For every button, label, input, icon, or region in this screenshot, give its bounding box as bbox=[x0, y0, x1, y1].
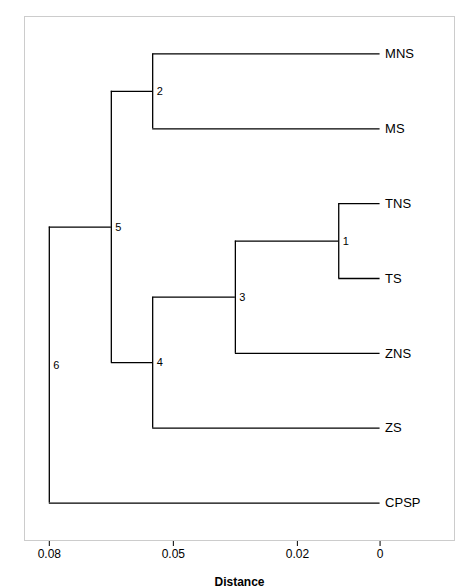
svg-text:ZNS: ZNS bbox=[385, 346, 411, 361]
svg-text:5: 5 bbox=[115, 221, 121, 233]
svg-text:2: 2 bbox=[157, 85, 163, 97]
svg-text:MNS: MNS bbox=[385, 46, 414, 61]
svg-text:TS: TS bbox=[385, 271, 402, 286]
svg-text:0.02: 0.02 bbox=[286, 547, 310, 561]
svg-text:3: 3 bbox=[239, 291, 245, 303]
svg-text:0.08: 0.08 bbox=[38, 547, 62, 561]
svg-text:Distance: Distance bbox=[214, 575, 264, 588]
svg-text:0.05: 0.05 bbox=[162, 547, 186, 561]
svg-text:4: 4 bbox=[157, 356, 163, 368]
svg-text:6: 6 bbox=[53, 359, 59, 371]
svg-text:MS: MS bbox=[385, 121, 405, 136]
svg-text:ZS: ZS bbox=[385, 420, 402, 435]
svg-text:TNS: TNS bbox=[385, 196, 411, 211]
svg-text:CPSP: CPSP bbox=[385, 495, 420, 510]
svg-text:1: 1 bbox=[343, 235, 349, 247]
svg-text:0: 0 bbox=[377, 547, 384, 561]
